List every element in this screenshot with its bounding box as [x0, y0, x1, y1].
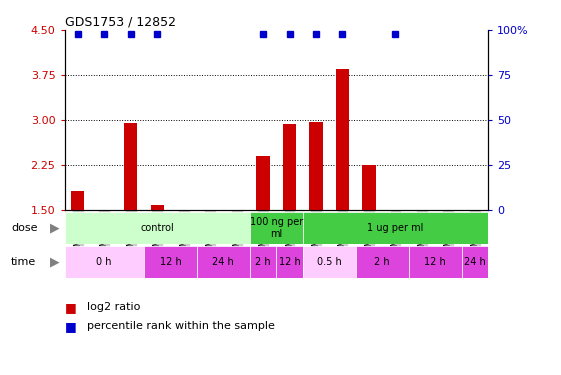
Text: 24 h: 24 h [464, 256, 486, 267]
Text: ▶: ▶ [49, 221, 59, 234]
Text: dose: dose [11, 223, 38, 233]
Bar [256, 156, 270, 210]
Text: time: time [11, 256, 36, 267]
Bar [65, 246, 144, 278]
Text: 24 h: 24 h [213, 256, 234, 267]
Text: log2 ratio: log2 ratio [87, 303, 140, 312]
Bar [408, 246, 462, 278]
Text: 12 h: 12 h [279, 256, 300, 267]
Text: 2 h: 2 h [255, 256, 271, 267]
Text: 12 h: 12 h [424, 256, 446, 267]
Bar [362, 165, 375, 210]
Text: ■: ■ [65, 320, 76, 333]
Bar [462, 246, 488, 278]
Bar [65, 212, 250, 244]
Bar [276, 246, 303, 278]
Text: control: control [140, 223, 174, 233]
Text: 100 ng per
ml: 100 ng per ml [250, 217, 303, 238]
Bar [124, 123, 137, 210]
Text: 0 h: 0 h [96, 256, 112, 267]
Bar [150, 205, 164, 210]
Text: GDS1753 / 12852: GDS1753 / 12852 [65, 16, 176, 29]
Bar [303, 246, 356, 278]
Text: percentile rank within the sample: percentile rank within the sample [87, 321, 275, 331]
Bar [336, 69, 349, 210]
Bar [197, 246, 250, 278]
Bar [283, 124, 296, 210]
Bar [250, 246, 276, 278]
Text: 0.5 h: 0.5 h [317, 256, 342, 267]
Text: 1 ug per ml: 1 ug per ml [367, 223, 424, 233]
Text: ■: ■ [65, 301, 76, 314]
Bar [309, 122, 323, 210]
Text: ▶: ▶ [49, 255, 59, 268]
Bar [250, 212, 303, 244]
Text: 12 h: 12 h [159, 256, 181, 267]
Bar [303, 212, 488, 244]
Bar [71, 191, 84, 210]
Bar [356, 246, 408, 278]
Bar [144, 246, 197, 278]
Text: 2 h: 2 h [374, 256, 390, 267]
